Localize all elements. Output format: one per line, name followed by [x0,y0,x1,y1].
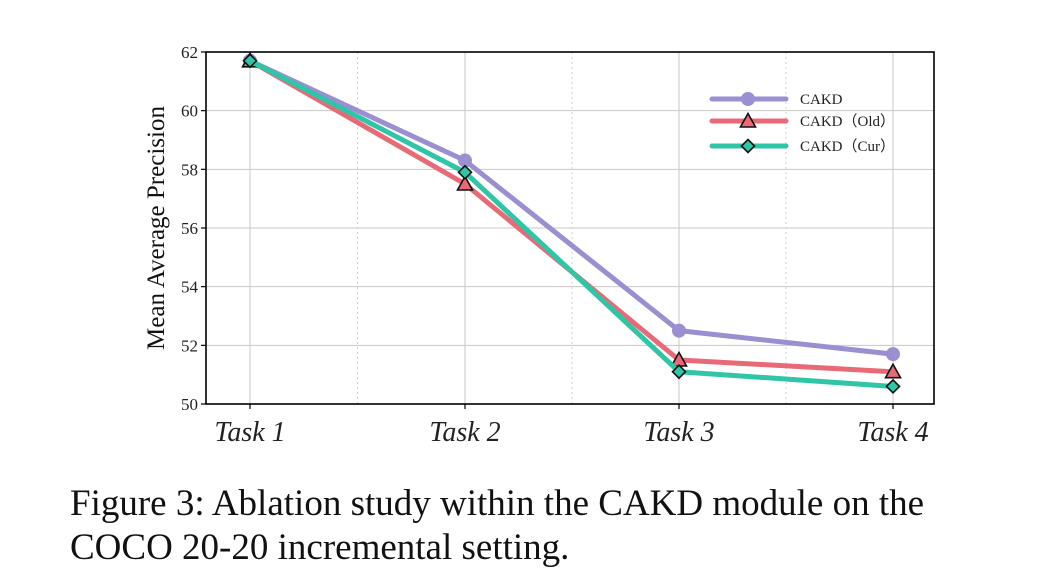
legend-item: CAKD（Cur） [709,138,895,155]
x-tick-label: Task 3 [643,417,714,448]
legend-marker [741,92,755,106]
x-tick-label: Task 4 [857,417,928,448]
y-tick-label: 56 [181,219,198,238]
data-point [242,53,258,69]
legend-item: CAKD（Old） [709,111,895,130]
legend-label: CAKD（Cur） [800,138,895,155]
y-tick-label: 54 [181,278,199,297]
y-axis: 50 52 54 56 58 60 62 [181,43,206,414]
y-tick-label: 60 [181,102,198,121]
legend-label: CAKD [800,92,843,108]
data-point [886,347,900,362]
data-point [672,323,686,338]
data-point [885,378,901,395]
figure-caption: Figure 3: Ablation study within the CAKD… [70,483,925,568]
y-axis-label: Mean Average Precision [143,106,170,350]
legend-marker [739,111,757,128]
data-point [457,164,473,180]
y-tick-label: 58 [181,160,198,179]
x-tick-label: Task 1 [214,417,285,448]
legend: CAKD CAKD（Old） CAKD（Cur） [709,92,895,155]
x-axis: Task 1 Task 2 Task 3 Task 4 [214,404,929,448]
legend-label: CAKD（Old） [800,113,895,130]
series-layer [241,51,902,395]
legend-item: CAKD [709,92,843,108]
x-tick-label: Task 2 [429,417,500,448]
series-line [247,58,896,389]
data-point [456,174,474,191]
series-line [247,58,896,357]
data-point [884,362,902,379]
y-tick-label: 50 [181,395,198,414]
legend-marker [740,138,756,154]
grid [206,52,934,404]
data-point [671,364,687,380]
y-tick-label: 52 [181,336,198,355]
y-tick-label: 62 [181,43,198,62]
series-2 [242,53,901,395]
